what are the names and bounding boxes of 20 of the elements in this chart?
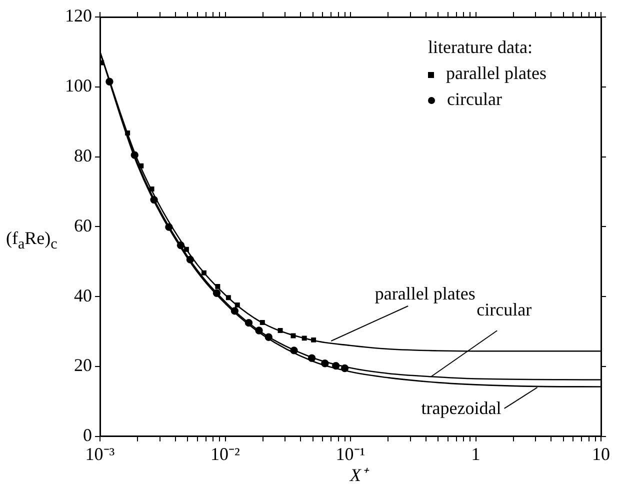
y-tick-label: 20 [74,355,92,376]
y-tick-label: 40 [74,285,92,306]
annotation: trapezoidal [421,398,502,418]
legend-title: literature data: [428,36,534,59]
x-tick-label: 1 [471,444,480,464]
legend-label: parallel plates [446,63,546,83]
y-tick-label: 80 [74,146,92,166]
annotation: parallel plates [374,284,476,304]
legend-label: circular [447,89,502,109]
annotation: circular [476,299,532,320]
y-tick-label: 0 [83,425,92,446]
x-tick-label: 10 [592,444,610,464]
y-tick-label: 60 [74,215,92,236]
x-tick-label: 10⁻¹ [336,444,366,464]
x-tick-label: 10⁻² [210,444,240,464]
y-tick-label: 120 [65,6,92,26]
x-axis-title: X⁺ [350,464,367,486]
y-tick-label: 100 [65,76,92,96]
x-tick-label: 10⁻³ [85,444,116,464]
y-axis-title: (f$_{a}$Re)$_{c}$ [6,228,58,254]
